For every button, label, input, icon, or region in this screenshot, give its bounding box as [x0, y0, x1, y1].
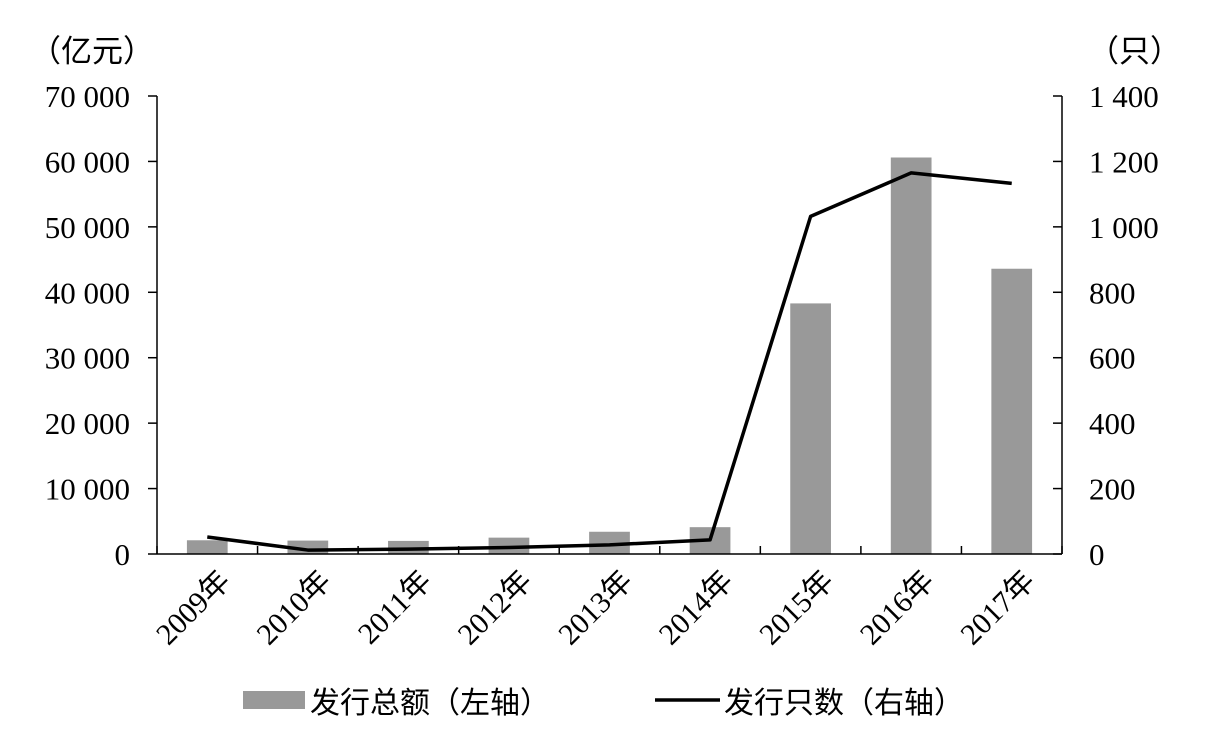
- left-axis: 0 10 000 20 000 30 000 40 000 50 000 60 000 70 …: [45, 79, 158, 572]
- line-series: [207, 171, 1012, 552]
- right-axis-unit: （只）: [1088, 34, 1181, 70]
- legend-bar-swatch: [243, 691, 305, 709]
- left-tick-label: 30 000: [45, 341, 130, 376]
- x-tick-label: 2013年: [552, 564, 639, 651]
- legend-line-label: 发行只数（右轴）: [724, 686, 964, 721]
- left-tick-label: 20 000: [45, 406, 130, 441]
- left-axis-unit: （亿元）: [30, 34, 154, 70]
- left-tick-label: 40 000: [45, 275, 130, 310]
- legend-bar-label: 发行总额（左轴）: [310, 686, 550, 721]
- right-tick-label: 1 400: [1089, 79, 1159, 114]
- left-tick-label: 60 000: [45, 144, 130, 179]
- left-tick-label: 10 000: [45, 472, 130, 507]
- x-tick-label: 2011年: [352, 564, 438, 650]
- bar-series: [186, 157, 1033, 554]
- bar: [991, 268, 1033, 554]
- x-tick-label: 2009年: [150, 564, 237, 651]
- left-tick-label: 50 000: [45, 210, 130, 245]
- bar: [186, 540, 228, 554]
- bar: [890, 157, 932, 554]
- x-tick-label: 2010年: [251, 564, 338, 651]
- bar: [790, 303, 831, 554]
- right-tick-label: 800: [1089, 275, 1136, 310]
- right-tick-label: 0: [1089, 537, 1105, 572]
- right-tick-label: 1 200: [1089, 144, 1159, 179]
- right-axis: 0 200 400 600 800 1 000 1 200 1 400: [1053, 79, 1159, 572]
- x-axis: 2009年 2010年 2011年 2012年 2013年 2014年 2015年 2016年…: [150, 546, 1063, 651]
- left-tick-label: 0: [115, 537, 131, 572]
- right-tick-label: 1 000: [1089, 210, 1159, 245]
- legend: 发行总额（左轴） 发行只数（右轴）: [243, 686, 964, 721]
- right-tick-label: 200: [1089, 472, 1136, 507]
- bar: [589, 531, 630, 554]
- right-tick-label: 600: [1089, 341, 1136, 376]
- x-tick-label: 2012年: [452, 564, 539, 651]
- x-tick-label: 2017年: [954, 564, 1041, 651]
- x-tick-label: 2014年: [653, 564, 740, 651]
- x-tick-label: 2016年: [854, 564, 941, 651]
- x-tick-label: 2015年: [753, 564, 840, 651]
- right-tick-label: 400: [1089, 406, 1136, 441]
- left-tick-label: 70 000: [45, 79, 130, 114]
